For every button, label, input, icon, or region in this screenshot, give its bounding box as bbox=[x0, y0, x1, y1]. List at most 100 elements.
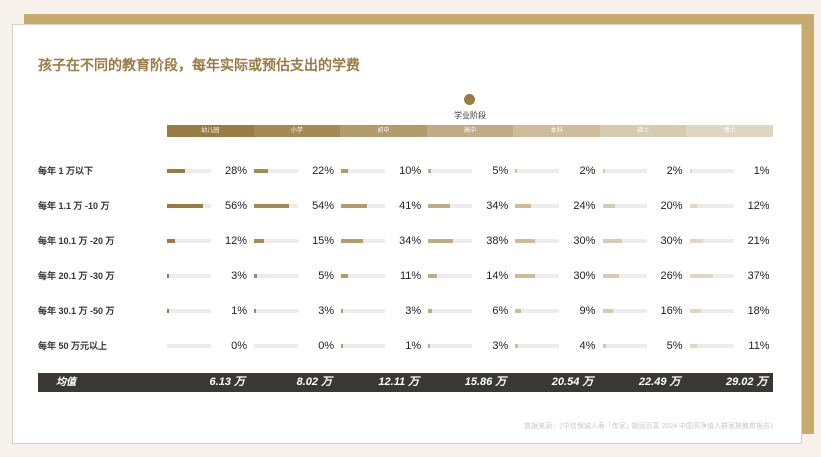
stage-header-2: 小学 bbox=[253, 125, 341, 137]
bar-track bbox=[341, 239, 386, 243]
data-cell: 3% bbox=[167, 269, 247, 283]
bar-track bbox=[428, 309, 473, 313]
bar-mark bbox=[341, 274, 349, 278]
data-cell: 1% bbox=[689, 164, 770, 178]
bar-mark bbox=[167, 239, 175, 243]
bar-mark bbox=[254, 169, 269, 173]
bar-mark bbox=[428, 169, 432, 173]
average-row bbox=[38, 373, 773, 392]
bar-mark bbox=[515, 344, 518, 348]
bar-mark bbox=[428, 239, 453, 243]
data-cell: 2% bbox=[515, 164, 595, 178]
bar-mark bbox=[254, 309, 257, 313]
data-label: 28% bbox=[224, 165, 247, 177]
data-label: 14% bbox=[486, 270, 509, 282]
bar-mark bbox=[602, 169, 605, 173]
average-value: 8.02 万 bbox=[296, 376, 333, 388]
data-cell: 10% bbox=[341, 164, 421, 178]
bar-mark bbox=[515, 169, 518, 173]
bar-mark bbox=[341, 344, 344, 348]
row-label: 每年 1.1 万 -10 万 bbox=[38, 201, 110, 211]
data-cell: 0% bbox=[167, 339, 247, 353]
bar-track bbox=[602, 274, 647, 278]
data-label: 1% bbox=[231, 305, 247, 317]
bar-track bbox=[428, 169, 473, 173]
data-cell: 16% bbox=[602, 304, 683, 318]
data-cell: 22% bbox=[254, 164, 334, 178]
source-note: 数据来源：《中信保诚人寿「传家」·胡润百富 2024 中国高净值人群家族教育报告… bbox=[524, 423, 777, 430]
data-cell: 41% bbox=[341, 199, 421, 213]
average-value: 22.49 万 bbox=[638, 376, 681, 388]
stage-header-6: 硕士 bbox=[599, 125, 687, 137]
row-label: 每年 50 万元以上 bbox=[38, 341, 108, 351]
stage-header-1: 幼儿园 bbox=[167, 125, 254, 137]
data-cell: 5% bbox=[428, 164, 508, 178]
stage-header-3: 初中 bbox=[340, 125, 427, 137]
data-label: 3% bbox=[492, 340, 509, 352]
data-cell: 11% bbox=[689, 339, 770, 353]
bar-track bbox=[167, 309, 211, 313]
bar-mark bbox=[428, 344, 431, 348]
bar-track bbox=[428, 204, 473, 208]
data-label: 38% bbox=[486, 235, 509, 247]
bar-track bbox=[515, 204, 560, 208]
bar-mark bbox=[341, 239, 363, 243]
stage-header-7: 博士 bbox=[686, 125, 774, 137]
bar-track bbox=[341, 169, 386, 173]
data-cell: 30% bbox=[515, 234, 595, 248]
data-label: 11% bbox=[399, 270, 422, 282]
data-label: 24% bbox=[573, 200, 596, 212]
bar-track bbox=[689, 239, 734, 243]
bar-track bbox=[167, 239, 211, 243]
data-label: 41% bbox=[399, 200, 422, 212]
bar-track bbox=[167, 169, 211, 173]
data-cell: 54% bbox=[254, 199, 334, 213]
data-cell: 0% bbox=[254, 339, 334, 353]
data-label: 5% bbox=[492, 165, 509, 177]
data-label: 2% bbox=[579, 165, 596, 177]
bar-mark bbox=[341, 204, 368, 208]
data-cell: 2% bbox=[602, 164, 683, 178]
stage-header-4: 高中 bbox=[426, 125, 514, 137]
data-cell: 30% bbox=[602, 234, 683, 248]
data-label: 3% bbox=[231, 270, 247, 282]
bar-mark bbox=[341, 169, 348, 173]
bar-mark bbox=[428, 309, 433, 313]
data-label: 56% bbox=[224, 200, 247, 212]
bar-mark bbox=[602, 204, 616, 208]
data-label: 54% bbox=[312, 200, 335, 212]
bar-track bbox=[428, 274, 473, 278]
data-cell: 20% bbox=[602, 199, 683, 213]
bar-mark bbox=[602, 344, 606, 348]
bar-track bbox=[254, 239, 299, 243]
data-label: 26% bbox=[660, 270, 683, 282]
bar-mark bbox=[602, 309, 613, 313]
average-value: 6.13 万 bbox=[209, 376, 245, 388]
bar-track bbox=[602, 239, 647, 243]
data-label: 18% bbox=[747, 305, 770, 317]
data-cell: 1% bbox=[167, 304, 247, 318]
bar-track bbox=[167, 274, 211, 278]
data-cell: 21% bbox=[689, 234, 770, 248]
bar-mark bbox=[515, 309, 522, 313]
bar-mark bbox=[602, 239, 622, 243]
data-label: 15% bbox=[312, 235, 335, 247]
bar-track bbox=[167, 344, 211, 348]
bar-mark bbox=[515, 239, 535, 243]
data-cell: 12% bbox=[689, 199, 770, 213]
data-cell: 1% bbox=[341, 339, 421, 353]
bar-mark bbox=[689, 169, 692, 173]
legend-dot-icon bbox=[464, 94, 475, 105]
bar-mark bbox=[689, 344, 697, 348]
data-cell: 5% bbox=[602, 339, 683, 353]
bar-track bbox=[602, 309, 647, 313]
data-label: 30% bbox=[573, 270, 596, 282]
chart-title: 孩子在不同的教育阶段，每年实际或预估支出的学费 bbox=[38, 57, 360, 73]
bar-mark bbox=[428, 204, 451, 208]
data-label: 5% bbox=[666, 340, 683, 352]
data-label: 5% bbox=[318, 270, 335, 282]
bar-mark bbox=[341, 309, 344, 313]
average-label: 均值 bbox=[56, 377, 76, 388]
bar-track bbox=[515, 309, 560, 313]
data-label: 20% bbox=[660, 200, 683, 212]
